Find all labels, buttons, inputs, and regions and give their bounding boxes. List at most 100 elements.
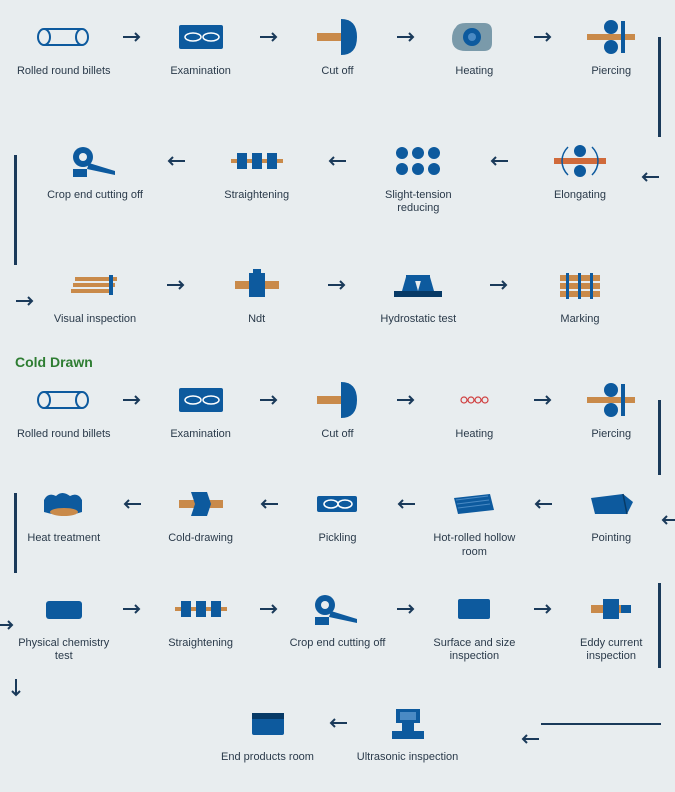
flow-arrow-left: [118, 482, 147, 526]
process-step: Physical chemistry test: [10, 587, 118, 663]
step-label: Hot-rolled hollow room: [421, 532, 529, 558]
step-label: Examination: [170, 428, 231, 454]
process-step: Examination: [147, 378, 255, 454]
process-row: Physical chemistry test Straightening Crop…: [10, 587, 665, 663]
flow-arrow-right: [118, 587, 147, 631]
step-label: Rolled round billets: [17, 428, 111, 454]
flow-arrow-right: [254, 378, 283, 422]
process-step: End products room: [213, 701, 323, 777]
step-label: Pointing: [591, 532, 631, 558]
heating-icon: [444, 15, 504, 59]
step-label: Cold-drawing: [168, 532, 233, 558]
process-row: Rolled round billets Examination Cut off He…: [10, 378, 665, 454]
cutoff-icon: [307, 15, 367, 59]
process-step: Hot-rolled hollow room: [421, 482, 529, 558]
process-step: Hydrostatic test: [363, 263, 473, 339]
process-step: Piercing: [557, 378, 665, 454]
eddy-icon: [581, 587, 641, 631]
flow-arrow-left: [161, 139, 191, 183]
process-step: Crop end cutting off: [40, 139, 150, 215]
step-label: Pickling: [319, 532, 357, 558]
process-step: Visual inspection: [40, 263, 150, 339]
process-step: Pickling: [284, 482, 392, 558]
step-label: Slight-tension reducing: [363, 189, 473, 215]
straighten-icon: [171, 587, 231, 631]
endprod-icon: [238, 701, 298, 745]
marking-icon: [550, 263, 610, 307]
process-row: Visual inspection Ndt Hydrostatic test Mark…: [40, 263, 635, 339]
piercing-icon: [581, 15, 641, 59]
flow-arrow-right: [254, 587, 283, 631]
step-label: Straightening: [224, 189, 289, 215]
process-step: Rolled round billets: [10, 378, 118, 454]
step-label: Cut off: [321, 428, 353, 454]
tension-icon: [388, 139, 448, 183]
step-label: Examination: [170, 65, 231, 91]
hotrolled-icon: [444, 482, 504, 526]
cold-drawn-section: Cold Drawn Rolled round billets Examinatio…: [10, 354, 665, 777]
process-step: Surface and size inspection: [421, 587, 529, 663]
process-step: Marking: [525, 263, 635, 339]
process-step: Cut off: [284, 15, 392, 91]
pickling-icon: [307, 482, 367, 526]
hot-rolled-section: Rolled round billets Examination Cut off He…: [10, 15, 665, 339]
flow-arrow-right: [528, 587, 557, 631]
billet-icon: [34, 15, 94, 59]
straighten-icon: [227, 139, 287, 183]
step-label: Heating: [455, 428, 493, 454]
flow-arrow-left: [528, 482, 557, 526]
ultrasonic-icon: [378, 701, 438, 745]
step-label: Hydrostatic test: [380, 313, 456, 339]
process-step: Straightening: [147, 587, 255, 663]
physchem-icon: [34, 587, 94, 631]
flow-arrow-right: [118, 378, 147, 422]
process-step: Cut off: [284, 378, 392, 454]
step-label: Elongating: [554, 189, 606, 215]
exam-icon: [171, 378, 231, 422]
heating2-icon: [444, 378, 504, 422]
visual-icon: [65, 263, 125, 307]
flow-arrow-right: [391, 378, 420, 422]
step-label: End products room: [221, 751, 314, 777]
step-label: Piercing: [591, 428, 631, 454]
step-label: Cut off: [321, 65, 353, 91]
flow-arrow-left: [254, 482, 283, 526]
step-label: Surface and size inspection: [421, 637, 529, 663]
process-row: Heat treatment Cold-drawing Pickling Hot-ro…: [10, 482, 665, 558]
process-step: Pointing: [557, 482, 665, 558]
surface-icon: [444, 587, 504, 631]
exam-icon: [171, 15, 231, 59]
flow-arrow-right: [484, 263, 514, 307]
step-label: Eddy current inspection: [557, 637, 665, 663]
cutoff-icon: [307, 378, 367, 422]
process-step: Ultrasonic inspection: [353, 701, 463, 777]
elongate-icon: [550, 139, 610, 183]
flow-arrow-right: [391, 587, 420, 631]
billet-icon: [34, 378, 94, 422]
flow-arrow-down: [10, 671, 665, 701]
process-step: Ndt: [202, 263, 312, 339]
step-label: Heating: [455, 65, 493, 91]
process-step: Straightening: [202, 139, 312, 215]
ndt-icon: [227, 263, 287, 307]
process-step: Crop end cutting off: [284, 587, 392, 663]
flow-arrow-right: [118, 15, 147, 59]
flow-arrow-right: [322, 263, 352, 307]
cropend-icon: [65, 139, 125, 183]
piercing-icon: [581, 378, 641, 422]
step-label: Rolled round billets: [17, 65, 111, 91]
process-step: Examination: [147, 15, 255, 91]
flow-arrow-right: [391, 15, 420, 59]
step-label: Crop end cutting off: [290, 637, 386, 663]
step-label: Heat treatment: [27, 532, 100, 558]
section-title: Cold Drawn: [15, 354, 665, 370]
process-row: Rolled round billets Examination Cut off He…: [10, 15, 665, 91]
cropend-icon: [307, 587, 367, 631]
step-label: Piercing: [591, 65, 631, 91]
process-step: Cold-drawing: [147, 482, 255, 558]
process-step: Elongating: [525, 139, 635, 215]
heattreat-icon: [34, 482, 94, 526]
process-step: Heating: [421, 15, 529, 91]
process-step: Heating: [421, 378, 529, 454]
flow-arrow-left: [323, 701, 353, 745]
